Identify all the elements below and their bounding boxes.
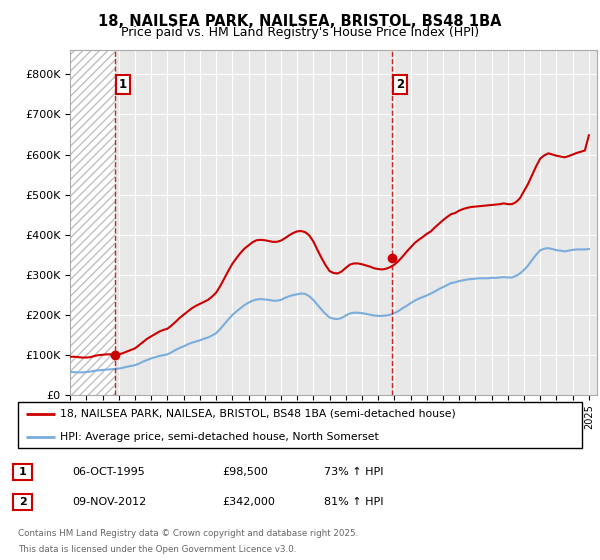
Text: 18, NAILSEA PARK, NAILSEA, BRISTOL, BS48 1BA (semi-detached house): 18, NAILSEA PARK, NAILSEA, BRISTOL, BS48… [60,409,456,418]
Text: 2: 2 [396,78,404,91]
Text: 09-NOV-2012: 09-NOV-2012 [72,497,146,507]
Text: Price paid vs. HM Land Registry's House Price Index (HPI): Price paid vs. HM Land Registry's House … [121,26,479,39]
Text: 18, NAILSEA PARK, NAILSEA, BRISTOL, BS48 1BA: 18, NAILSEA PARK, NAILSEA, BRISTOL, BS48… [98,14,502,29]
Text: 1: 1 [119,78,127,91]
Text: HPI: Average price, semi-detached house, North Somerset: HPI: Average price, semi-detached house,… [60,432,379,441]
Text: 2: 2 [19,497,26,507]
Text: 06-OCT-1995: 06-OCT-1995 [72,467,145,477]
Text: This data is licensed under the Open Government Licence v3.0.: This data is licensed under the Open Gov… [18,545,296,554]
Text: 73% ↑ HPI: 73% ↑ HPI [324,467,383,477]
Text: 81% ↑ HPI: 81% ↑ HPI [324,497,383,507]
Text: Contains HM Land Registry data © Crown copyright and database right 2025.: Contains HM Land Registry data © Crown c… [18,529,358,538]
Text: £98,500: £98,500 [222,467,268,477]
Text: 1: 1 [19,467,26,477]
Text: £342,000: £342,000 [222,497,275,507]
